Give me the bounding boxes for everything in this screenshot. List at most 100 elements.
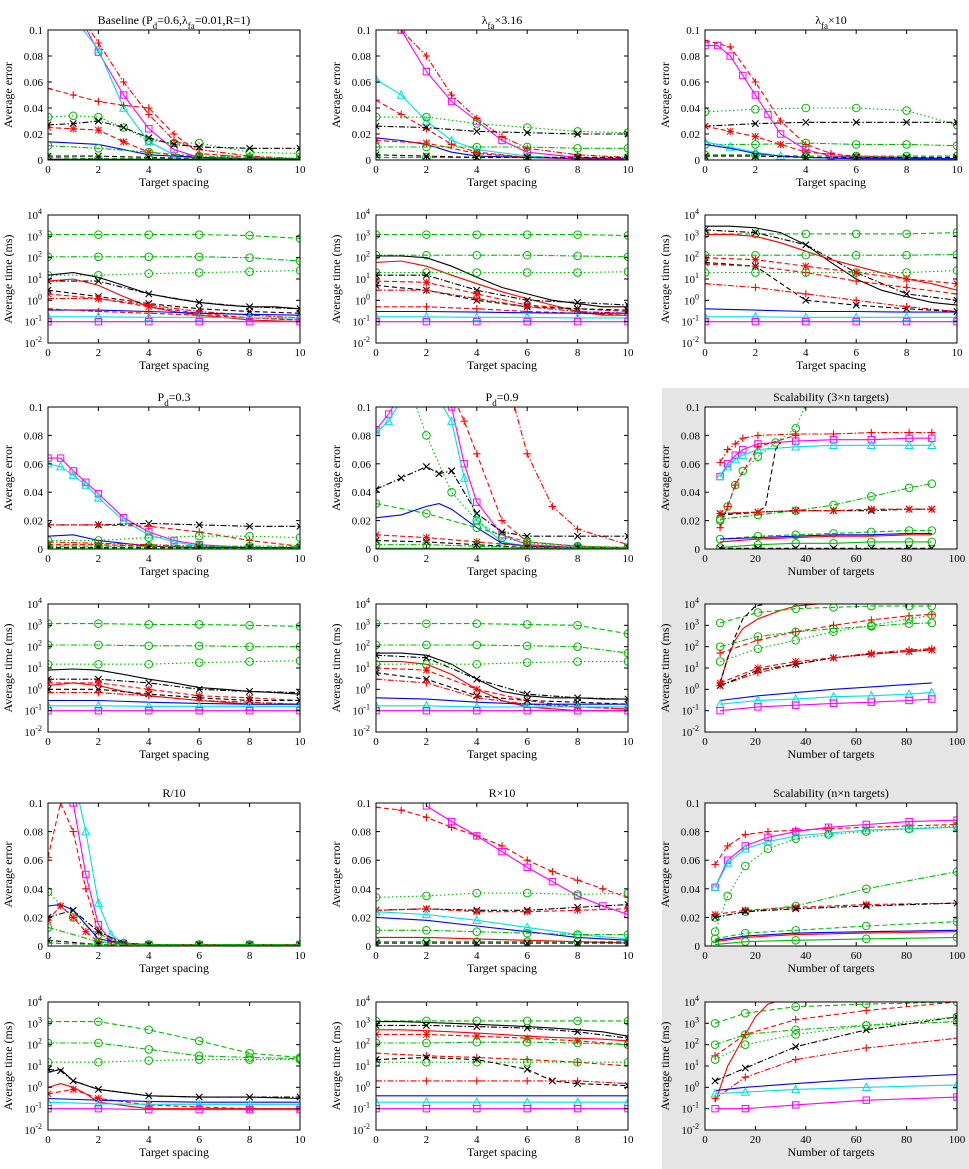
y-tick-label: 101 [355, 271, 370, 286]
x-tick-label: 10 [952, 347, 964, 359]
data-point [523, 706, 531, 715]
y-tick-label: 0.06 [24, 77, 44, 89]
series-line-red-dashed [705, 263, 957, 295]
data-point [902, 283, 911, 292]
x-tick-label: 40 [800, 553, 812, 565]
data-point [94, 543, 103, 549]
x-tick-label: 8 [904, 164, 910, 176]
data-point [623, 1097, 628, 1106]
data-point [715, 543, 725, 549]
data-point [48, 853, 52, 862]
data-point [48, 936, 52, 944]
data-point [952, 867, 957, 876]
x-tick-label: 20 [750, 1134, 762, 1146]
data-point [422, 1104, 431, 1113]
series-markers [376, 905, 628, 916]
series-line-black-dashed [376, 672, 628, 705]
y-tick-label: 104 [355, 994, 370, 1009]
data-point [94, 307, 103, 316]
data-point [144, 1045, 154, 1054]
data-point [573, 1104, 582, 1113]
y-tick-label: 0.04 [681, 103, 701, 115]
data-point [741, 830, 750, 839]
data-point [473, 127, 481, 135]
y-tick-label: 10-1 [681, 703, 699, 718]
data-point [472, 915, 482, 924]
chart-title: Pd=0.9 [486, 390, 519, 408]
x-tick-label: 4 [146, 736, 152, 748]
data-point [928, 695, 936, 703]
x-tick-label: 10 [295, 950, 307, 962]
y-tick-label: 0.04 [24, 884, 44, 896]
x-tick-label: 0 [373, 1134, 379, 1146]
data-point [422, 925, 431, 935]
data-point [741, 861, 750, 871]
data-point [623, 144, 628, 153]
data-point [522, 142, 532, 152]
series-line-green-dashed [705, 154, 957, 157]
y-tick-label: 100 [355, 681, 370, 696]
data-point [94, 294, 103, 303]
y-tick-label: 102 [684, 250, 699, 265]
data-point [195, 1105, 203, 1114]
data-point [422, 1021, 430, 1029]
x-tick-label: 4 [803, 164, 809, 176]
data-point [829, 506, 838, 515]
series-line-black-dashdot [48, 280, 300, 310]
y-tick-label: 100 [27, 1079, 42, 1094]
data-point [422, 123, 430, 132]
data-point [296, 689, 300, 697]
x-tick-label: 6 [524, 1134, 530, 1146]
data-point [902, 303, 911, 311]
data-point [905, 505, 913, 513]
series-markers [376, 267, 628, 277]
data-point [48, 688, 52, 697]
data-point [711, 913, 719, 921]
y-tick-label: 0.1 [29, 798, 43, 810]
data-point [422, 675, 430, 683]
data-point [726, 52, 734, 60]
x-axis-label: Target spacing [139, 747, 209, 761]
data-point [69, 906, 77, 914]
series-line-black-solid [376, 652, 628, 700]
x-tick-label: 2 [96, 736, 102, 748]
series-markers [48, 541, 300, 549]
data-point [741, 1030, 750, 1039]
data-point [751, 317, 760, 326]
data-point [751, 78, 760, 86]
data-point [376, 536, 380, 545]
x-tick-label: 2 [424, 1134, 430, 1146]
data-point [422, 1053, 430, 1062]
data-point [68, 111, 78, 121]
data-point [422, 666, 431, 674]
y-tick-label: 0.06 [352, 77, 372, 89]
data-point [473, 1077, 481, 1085]
data-point [751, 132, 760, 141]
data-point [623, 1016, 628, 1026]
data-point [422, 1077, 431, 1085]
data-point [245, 1105, 254, 1114]
data-point [195, 317, 203, 326]
x-tick-label: 10 [623, 736, 635, 748]
y-tick-label: 10-2 [681, 1122, 699, 1137]
series-line-blue-solid [48, 1097, 300, 1103]
data-point [422, 303, 431, 311]
x-tick-label: 2 [753, 164, 759, 176]
data-point [376, 485, 380, 493]
data-point [144, 154, 154, 160]
data-point [94, 541, 103, 549]
data-point [852, 296, 860, 305]
data-point [623, 312, 628, 322]
data-point [498, 132, 506, 141]
data-point [523, 856, 531, 864]
data-point [801, 250, 811, 260]
series-line-magenta-solid [48, 457, 300, 549]
y-axis-label: Average time (ms) [658, 234, 672, 323]
data-point [710, 882, 720, 892]
data-point [245, 642, 254, 651]
series-markers [705, 260, 957, 298]
data-point [751, 268, 760, 277]
data-point [94, 619, 103, 628]
series-line-cyan-solid [48, 463, 300, 549]
